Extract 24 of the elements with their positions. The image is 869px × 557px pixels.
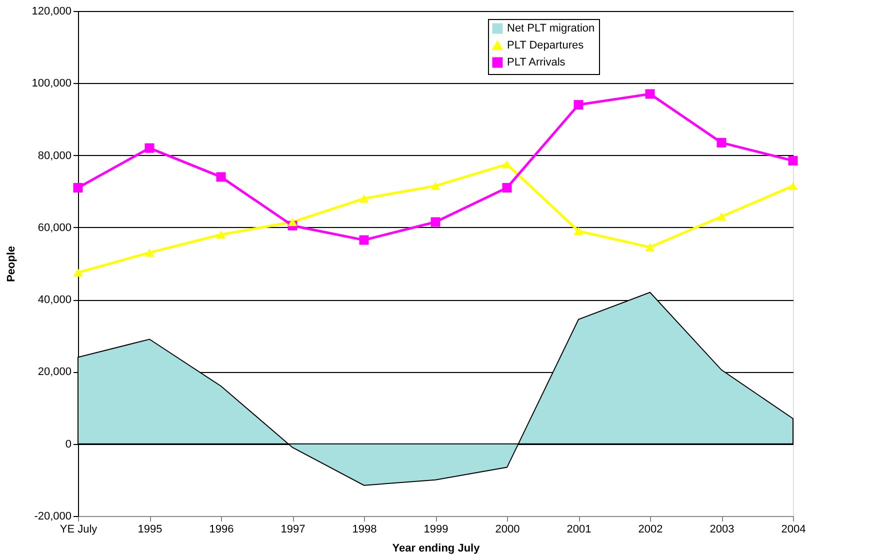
x-tick-label: 1996: [209, 524, 234, 536]
x-axis-title: Year ending July: [392, 542, 481, 554]
y-tick-label: 40,000: [38, 294, 72, 306]
x-tick-label: 2003: [710, 524, 734, 536]
x-tick-label: 1997: [280, 524, 306, 536]
y-tick-label: 100,000: [32, 78, 72, 90]
y-tick-label: 120,000: [32, 6, 72, 18]
y-tick-label: 80,000: [38, 150, 72, 162]
x-tick-label: 2001: [566, 524, 592, 536]
x-tick-label: YE July: [60, 524, 98, 536]
x-tick-label: 1998: [352, 524, 377, 536]
x-tick-label: 2004: [781, 524, 806, 536]
y-axis-title: People: [6, 246, 18, 282]
y-tick-label: 0: [65, 438, 72, 450]
y-tick-label: 20,000: [38, 366, 72, 378]
x-tick-label: 1995: [138, 524, 162, 536]
legend-label: PLT Departures: [507, 40, 584, 52]
y-tick-label: -20,000: [34, 510, 72, 522]
y-tick-label: 60,000: [38, 222, 72, 234]
x-tick-label: 2000: [495, 524, 520, 536]
legend-label: PLT Arrivals: [507, 56, 566, 68]
x-tick-label: 2002: [638, 524, 663, 536]
legend-label: Net PLT migration: [507, 22, 595, 34]
x-tick-label: 1999: [424, 524, 448, 536]
